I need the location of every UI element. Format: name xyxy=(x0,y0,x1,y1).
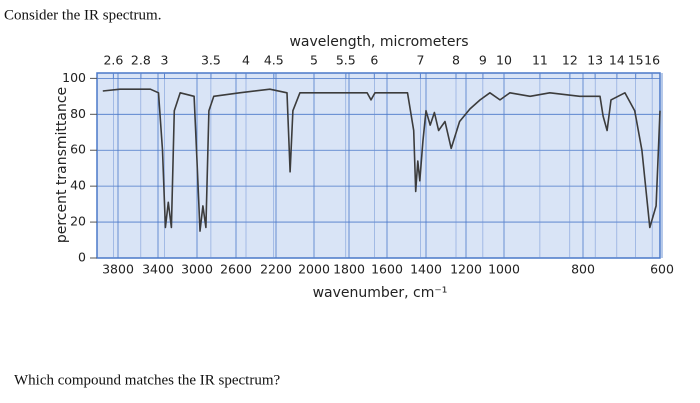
y-tick-label: 20 xyxy=(70,214,86,229)
x-tick-label: 2200 xyxy=(260,262,292,277)
y-tick-label: 40 xyxy=(70,178,86,193)
x-axis-label: wavenumber, cm⁻¹ xyxy=(313,285,448,301)
x-tick-label: 800 xyxy=(571,262,595,277)
x-tick-label: 1400 xyxy=(410,262,442,277)
x-tick-label: 1600 xyxy=(371,262,403,277)
question-text: Which compound matches the IR spectrum? xyxy=(14,372,281,388)
x2-tick-label: 5 xyxy=(310,53,318,68)
y-tick-label: 80 xyxy=(70,106,86,121)
x-tick-label: 1200 xyxy=(450,262,482,277)
y-axis-label: percent transmittance xyxy=(54,87,70,243)
x2-tick-label: 13 xyxy=(587,53,603,68)
x2-tick-label: 4.5 xyxy=(264,53,284,68)
x2-tick-label: 10 xyxy=(496,53,512,68)
x2-tick-label: 3.5 xyxy=(201,53,221,68)
y-tick-label: 60 xyxy=(70,142,86,157)
x-tick-label: 1800 xyxy=(333,262,365,277)
x-tick-label: 3400 xyxy=(142,262,174,277)
x-tick-label: 600 xyxy=(650,262,674,277)
x2-tick-label: 2.8 xyxy=(131,53,151,68)
x2-axis-label: wavelength, micrometers xyxy=(289,34,468,50)
spectrum-line xyxy=(102,88,661,232)
x-tick-label: 2600 xyxy=(220,262,252,277)
x2-tick-label: 14 xyxy=(609,53,625,68)
x2-tick-label: 7 xyxy=(416,53,424,68)
x2-tick-label: 3 xyxy=(161,53,169,68)
x2-tick-label: 4 xyxy=(242,53,250,68)
x2-tick-label: 15 xyxy=(628,53,644,68)
x-tick-label: 1000 xyxy=(488,262,520,277)
x2-tick-label: 11 xyxy=(532,53,548,68)
x2-tick-label: 8 xyxy=(452,53,460,68)
y-tick-label: 0 xyxy=(78,250,86,265)
x2-tick-label: 5.5 xyxy=(336,53,356,68)
intro-text: Consider the IR spectrum. xyxy=(4,7,161,23)
x-tick-label: 3800 xyxy=(102,262,134,277)
x2-tick-label: 9 xyxy=(479,53,487,68)
plot-area xyxy=(96,72,661,259)
y-tick-label: 100 xyxy=(62,70,86,85)
x2-tick-label: 2.6 xyxy=(103,53,123,68)
x-tick-label: 2000 xyxy=(298,262,330,277)
x2-tick-label: 12 xyxy=(562,53,578,68)
x2-tick-label: 6 xyxy=(370,53,378,68)
x2-tick-label: 16 xyxy=(644,53,660,68)
x-tick-label: 3000 xyxy=(181,262,213,277)
